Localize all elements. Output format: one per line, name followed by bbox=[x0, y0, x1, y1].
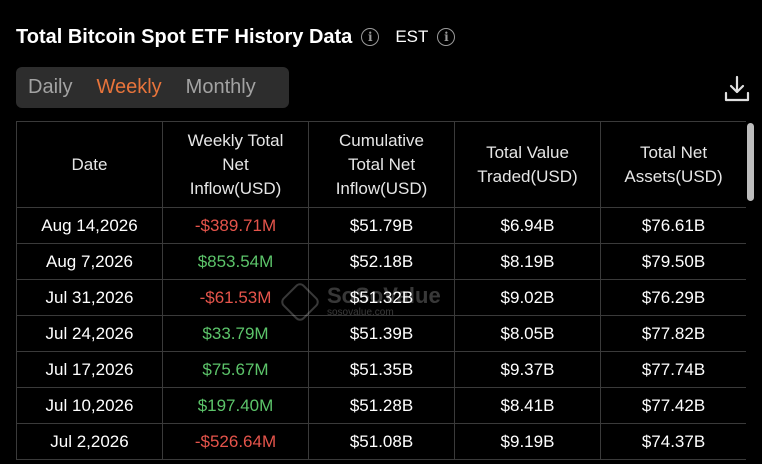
table-row[interactable]: Jul 2,2026 -$526.64M $51.08B $9.19B $74.… bbox=[16, 423, 746, 460]
scrollbar-thumb[interactable] bbox=[747, 123, 754, 201]
watermark-url: sosovalue.com bbox=[327, 307, 394, 318]
header-line: Assets(USD) bbox=[624, 166, 723, 186]
cell-value-traded: $8.19B bbox=[454, 243, 601, 280]
cell-value-traded: $9.37B bbox=[454, 351, 601, 388]
table-scrollbar[interactable] bbox=[746, 121, 756, 464]
header-line: Traded(USD) bbox=[477, 166, 578, 186]
etf-history-table-container[interactable]: Date Weekly Total Net Inflow(USD) Cumula… bbox=[16, 121, 746, 464]
header-line: Total Value bbox=[486, 142, 569, 162]
tab-daily[interactable]: Daily bbox=[28, 76, 73, 98]
cell-weekly-inflow: $75.67M bbox=[162, 351, 309, 388]
tab-monthly[interactable]: Monthly bbox=[185, 76, 256, 98]
header-line: Inflow(USD) bbox=[335, 178, 428, 198]
download-icon bbox=[724, 75, 750, 102]
timezone-info-icon[interactable]: i bbox=[437, 28, 456, 46]
cell-date: Aug 7,2026 bbox=[16, 243, 163, 280]
cell-value-traded: $6.94B bbox=[454, 207, 601, 244]
header-line: Inflow(USD) bbox=[189, 178, 282, 198]
header-line: Cumulative bbox=[338, 130, 425, 150]
header-line: Total Net bbox=[639, 142, 708, 162]
table-row[interactable]: Jul 31,2026 -$61.53M $51.32B $9.02B $76.… bbox=[16, 279, 746, 316]
cell-date: Jul 2,2026 bbox=[16, 423, 163, 460]
watermark-text: SoSoValue sosovalue.com bbox=[327, 285, 441, 319]
column-header-value-traded[interactable]: Total Value Traded(USD) bbox=[454, 121, 601, 208]
watermark-logo-icon bbox=[278, 280, 322, 324]
cell-weekly-inflow: -$526.64M bbox=[162, 423, 309, 460]
page-title: Total Bitcoin Spot ETF History Data bbox=[16, 25, 353, 48]
cell-date: Jul 17,2026 bbox=[16, 351, 163, 388]
download-button[interactable] bbox=[722, 74, 752, 104]
table-row[interactable]: Jul 10,2026 $197.40M $51.28B $8.41B $77.… bbox=[16, 387, 746, 424]
cell-net-assets: $74.37B bbox=[600, 423, 746, 460]
cell-net-assets: $77.42B bbox=[600, 387, 746, 424]
cell-weekly-inflow: -$389.71M bbox=[162, 207, 309, 244]
header-line: Net bbox=[222, 154, 249, 174]
cell-cumulative-inflow: $52.18B bbox=[308, 243, 455, 280]
table-row[interactable]: Jul 24,2026 $33.79M $51.39B $8.05B $77.8… bbox=[16, 315, 746, 352]
column-header-net-assets[interactable]: Total Net Assets(USD) bbox=[600, 121, 746, 208]
cell-cumulative-inflow: $51.35B bbox=[308, 351, 455, 388]
table-header-row: Date Weekly Total Net Inflow(USD) Cumula… bbox=[16, 121, 746, 208]
title-info-icon[interactable]: i bbox=[361, 28, 380, 46]
cell-net-assets: $76.29B bbox=[600, 279, 746, 316]
cell-date: Aug 14,2026 bbox=[16, 207, 163, 244]
timezone-label: EST bbox=[395, 27, 429, 46]
cell-cumulative-inflow: $51.32B bbox=[308, 279, 455, 316]
watermark-name: SoSoValue bbox=[327, 283, 441, 308]
cell-cumulative-inflow: $51.79B bbox=[308, 207, 455, 244]
table-row[interactable]: Aug 14,2026 -$389.71M $51.79B $6.94B $76… bbox=[16, 207, 746, 244]
cell-cumulative-inflow: $51.28B bbox=[308, 387, 455, 424]
header-line: Total Net bbox=[347, 154, 416, 174]
cell-weekly-inflow: $197.40M bbox=[162, 387, 309, 424]
title-row: Total Bitcoin Spot ETF History Data i ES… bbox=[16, 24, 456, 50]
cell-value-traded: $9.02B bbox=[454, 279, 601, 316]
column-header-date[interactable]: Date bbox=[16, 121, 163, 208]
cell-weekly-inflow: $853.54M bbox=[162, 243, 309, 280]
cell-value-traded: $8.41B bbox=[454, 387, 601, 424]
table-row[interactable]: Jul 17,2026 $75.67M $51.35B $9.37B $77.7… bbox=[16, 351, 746, 388]
header-line: Weekly Total bbox=[187, 130, 284, 150]
cell-value-traded: $9.19B bbox=[454, 423, 601, 460]
cell-date: Jul 10,2026 bbox=[16, 387, 163, 424]
column-header-cumulative-inflow[interactable]: Cumulative Total Net Inflow(USD) bbox=[308, 121, 455, 208]
cell-net-assets: $77.82B bbox=[600, 315, 746, 352]
cell-value-traded: $8.05B bbox=[454, 315, 601, 352]
cell-cumulative-inflow: $51.39B bbox=[308, 315, 455, 352]
header-line: Date bbox=[71, 154, 108, 174]
cell-date: Jul 24,2026 bbox=[16, 315, 163, 352]
cell-cumulative-inflow: $51.08B bbox=[308, 423, 455, 460]
cell-weekly-inflow: $33.79M bbox=[162, 315, 309, 352]
cell-net-assets: $77.74B bbox=[600, 351, 746, 388]
cell-date: Jul 31,2026 bbox=[16, 279, 163, 316]
cell-net-assets: $76.61B bbox=[600, 207, 746, 244]
watermark: SoSoValue sosovalue.com bbox=[278, 280, 465, 324]
tab-weekly[interactable]: Weekly bbox=[96, 76, 162, 98]
etf-history-table: Date Weekly Total Net Inflow(USD) Cumula… bbox=[16, 121, 746, 460]
cell-net-assets: $79.50B bbox=[600, 243, 746, 280]
cell-weekly-inflow: -$61.53M bbox=[162, 279, 309, 316]
column-header-weekly-inflow[interactable]: Weekly Total Net Inflow(USD) bbox=[162, 121, 309, 208]
table-row[interactable]: Aug 7,2026 $853.54M $52.18B $8.19B $79.5… bbox=[16, 243, 746, 280]
period-tabs: Daily Weekly Monthly bbox=[16, 67, 289, 108]
